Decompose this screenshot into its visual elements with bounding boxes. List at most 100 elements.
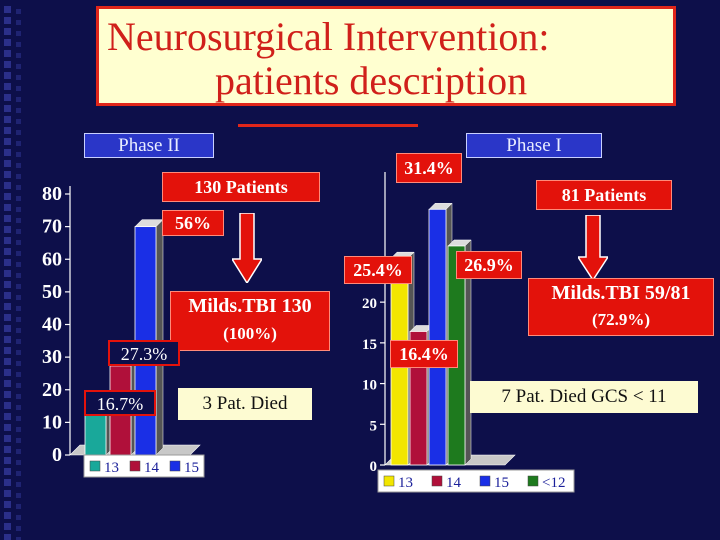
background-dot (16, 504, 21, 509)
background-dot (4, 171, 11, 178)
background-dot (16, 273, 21, 278)
background-dot (16, 383, 21, 388)
background-dot (4, 479, 11, 486)
background-dot (16, 328, 21, 333)
legend-label: 15 (494, 475, 509, 491)
y-tick-label: 50 (42, 281, 62, 303)
background-dot (4, 149, 11, 156)
title-underline-decoration (238, 124, 418, 127)
y-tick-label: 10 (42, 411, 62, 433)
y-tick-label: 0 (370, 459, 378, 475)
background-dot (4, 347, 11, 354)
background-dot (16, 185, 21, 190)
background-dot (4, 413, 11, 420)
background-dot (16, 174, 21, 179)
phase-i-mild-tbi-text: Milds.TBI 59/81 (551, 282, 691, 304)
background-dot (16, 449, 21, 454)
y-tick-label: 20 (42, 379, 62, 401)
background-dot (4, 281, 11, 288)
legend-label: <12 (542, 475, 565, 491)
y-tick-label: 70 (42, 216, 62, 238)
y-tick-label: 5 (370, 418, 378, 434)
background-dot (16, 295, 21, 300)
decorative-dot-column (4, 6, 21, 540)
background-dot (4, 215, 11, 222)
background-dot (4, 523, 11, 530)
background-dot (16, 526, 21, 531)
phase-ii-died-label: 3 Pat. Died (178, 388, 312, 420)
background-dot (4, 270, 11, 277)
phase-i-pct-269: 26.9% (456, 251, 522, 279)
background-dot (4, 72, 11, 79)
y-tick-label: 30 (42, 346, 62, 368)
background-dot (16, 438, 21, 443)
background-dot (16, 64, 21, 69)
background-dot (4, 391, 11, 398)
background-dot (16, 515, 21, 520)
legend-label: 13 (104, 460, 119, 476)
background-dot (4, 314, 11, 321)
legend-label: 14 (446, 475, 462, 491)
background-dot (4, 501, 11, 508)
background-dot (4, 435, 11, 442)
phase-i-arrow-icon (578, 215, 608, 280)
background-dot (16, 42, 21, 47)
y-tick-label: 80 (42, 183, 62, 205)
background-dot (16, 75, 21, 80)
phase-ii-mild-tbi-pct: (100%) (223, 324, 277, 343)
background-dot (16, 31, 21, 36)
background-dot (16, 460, 21, 465)
legend-box (83, 454, 205, 478)
background-dot (16, 229, 21, 234)
bar (428, 208, 447, 466)
bar-side (155, 219, 164, 456)
background-dot (16, 284, 21, 289)
background-dot (4, 534, 11, 540)
background-dot (4, 182, 11, 189)
background-dot (4, 512, 11, 519)
legend-swatch (383, 475, 395, 487)
phase-i-mild-tbi-label: Milds.TBI 59/81 (72.9%) (528, 278, 714, 336)
phase-ii-label: Phase II (84, 133, 214, 158)
background-dot (16, 9, 21, 14)
background-dot (16, 251, 21, 256)
background-dot (4, 116, 11, 123)
title-line-2: patients description (215, 58, 528, 103)
background-dot (4, 28, 11, 35)
background-dot (16, 53, 21, 58)
phase-i-mild-tbi-pct: (72.9%) (591, 310, 651, 329)
legend-label: 13 (398, 475, 413, 491)
legend-swatch (431, 475, 443, 487)
background-dot (16, 196, 21, 201)
phase-ii-patients-label: 130 Patients (162, 172, 320, 202)
background-dot (16, 317, 21, 322)
background-dot (16, 471, 21, 476)
background-dot (16, 394, 21, 399)
legend-swatch (479, 475, 491, 487)
legend-label: 15 (184, 460, 199, 476)
background-dot (16, 163, 21, 168)
phase-ii-mild-tbi-text: Milds.TBI 130 (188, 295, 312, 317)
background-dot (4, 457, 11, 464)
phase-ii-label-27: 27.3% (108, 340, 180, 366)
background-dot (4, 127, 11, 134)
legend-label: 14 (144, 460, 160, 476)
background-dot (16, 493, 21, 498)
background-dot (16, 262, 21, 267)
background-dot (4, 380, 11, 387)
background-dot (4, 193, 11, 200)
phase-ii-pct-top: 56% (162, 210, 224, 236)
y-tick-label: 20 (362, 296, 377, 312)
phase-i-pct-254: 25.4% (344, 256, 412, 284)
phase-i-bar-chart: 0510152025131415<12 (362, 172, 575, 493)
background-dot (16, 350, 21, 355)
background-dot (4, 446, 11, 453)
background-dot (4, 336, 11, 343)
background-dot (4, 138, 11, 145)
background-dot (16, 20, 21, 25)
y-tick-label: 60 (42, 248, 62, 270)
phase-i-died-label: 7 Pat. Died GCS < 11 (470, 381, 698, 413)
phase-i-label: Phase I (466, 133, 602, 158)
legend-swatch (527, 475, 539, 487)
phase-i-patients-label: 81 Patients (536, 180, 672, 210)
